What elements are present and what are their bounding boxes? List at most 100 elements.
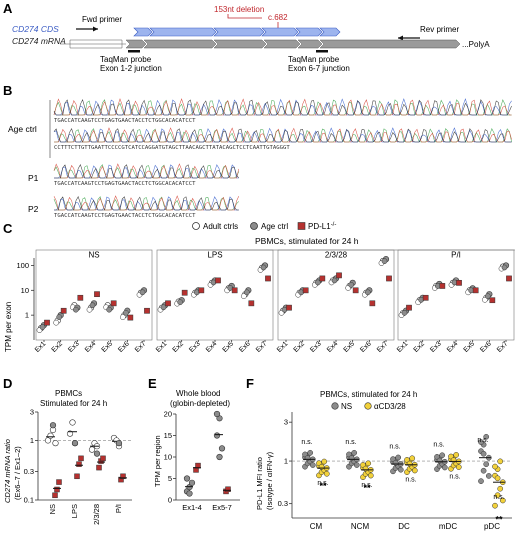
p1-label: P1	[28, 173, 39, 183]
panel-d-xtick-label: P/I	[114, 504, 123, 513]
panel-c-point	[94, 291, 100, 298]
panel-d-point-age	[71, 440, 79, 447]
panel-c-point	[181, 289, 188, 296]
panel-c: C Adult ctrls Age ctrl PD-L1-/- PBMCs, s…	[3, 221, 515, 354]
panel-f-point	[497, 485, 504, 492]
panel-d-point-pd	[56, 479, 62, 485]
panel-c-point	[86, 306, 93, 313]
panel-f-point	[348, 455, 355, 461]
panel-c-point	[364, 289, 371, 296]
panel-f-point	[309, 462, 316, 468]
seq-p1: TGACCATCAAGTCCTGAGTGAACTACCTCTGGCACACATC…	[54, 181, 196, 187]
probe-1	[128, 50, 140, 53]
mrna-label: CD274 mRNA	[12, 36, 66, 46]
cds-seg-6	[319, 27, 341, 37]
panel-d-point-pd	[52, 492, 58, 499]
rev-primer-arrowhead	[398, 35, 403, 41]
panel-c-facet-frame	[397, 249, 515, 341]
legend-pd-sup: -/-	[331, 222, 337, 228]
panel-f-point	[483, 461, 490, 468]
panel-c-xtick-label: Ex5	[343, 340, 357, 354]
fwd-primer-arrowhead	[93, 26, 98, 32]
panel-f-xtick-label: NCM	[351, 522, 370, 531]
panel-c-point	[160, 304, 167, 311]
panel-c-title: PBMCs, stimulated for 24 h	[255, 236, 359, 246]
panel-c-point	[286, 304, 292, 311]
age-ctrl-row2-trace-3	[53, 128, 512, 143]
panel-f-ns-label: n.s.	[477, 437, 488, 444]
rev-primer-label: Rev primer	[420, 25, 459, 34]
panel-c-ytick-label: 1	[25, 311, 29, 320]
panel-c-point	[119, 314, 126, 321]
panel-e-point-adult	[186, 490, 193, 497]
panel-c-point	[243, 289, 250, 296]
panel-c-xtick-label: Ex1	[155, 340, 169, 354]
panel-c-xtick-label: Ex7	[255, 340, 269, 354]
polya-label: ...PolyA	[462, 40, 490, 49]
panel-e-ytick-label: 15	[164, 431, 172, 440]
panel-f-xtick-label: pDC	[484, 522, 500, 531]
panel-f-point	[439, 452, 446, 459]
p2-trace-3	[54, 196, 239, 211]
panel-d-ytick-label: 0.3	[24, 467, 34, 476]
panel-f-point	[406, 460, 413, 467]
panel-d-point-age	[49, 422, 57, 429]
age-ctrl-row1-trace-3	[53, 99, 512, 116]
seq-age-1: TGACCATCAAGTCCTGAGTGAACTACCTCTGGCACACATC…	[54, 118, 196, 124]
panel-c-xtick-label: Ex6	[359, 340, 373, 354]
panel-f-letter: F	[246, 376, 254, 391]
panel-d-plot: 3 1 0.3 0.1 NS LPS 2/3/28 P/I	[24, 408, 132, 525]
panel-f-ylabel1: PD-L1 MFI ratio	[255, 457, 264, 510]
panel-f-xtick-label: DC	[398, 522, 410, 531]
panel-c-point	[139, 289, 146, 296]
panel-d-point-adult	[47, 432, 54, 439]
legend-adult: Adult ctrls	[203, 222, 238, 231]
cds-seg-2	[149, 27, 217, 37]
mrna-exon-2	[143, 39, 217, 49]
panel-c-point	[265, 275, 271, 282]
panel-c-point	[348, 281, 355, 288]
panel-f-ns-label: n.s.	[301, 439, 312, 446]
panel-c-xtick-label: Ex3	[67, 340, 81, 354]
panel-c-point	[60, 307, 67, 314]
panel-f-point	[497, 458, 504, 465]
panel-c-point	[501, 264, 508, 271]
legend-pd-marker	[297, 222, 306, 230]
panel-c-facet-title: LPS	[207, 251, 222, 260]
age-ctrl-row1-trace-1	[53, 98, 512, 116]
panel-f-significance: **	[363, 483, 371, 493]
panel-f-point	[304, 455, 311, 461]
panel-f-point	[492, 502, 498, 509]
panel-c-point	[352, 287, 359, 294]
panel-d-point-adult	[88, 446, 96, 453]
panel-d-title2: Stimulated for 24 h	[40, 399, 107, 408]
panel-e-point-adult	[188, 479, 196, 486]
panel-c-point	[506, 275, 512, 282]
panel-c-point	[456, 279, 462, 286]
panel-c-point	[336, 272, 342, 279]
panel-c-point	[331, 277, 338, 284]
panel-f-point	[395, 454, 402, 461]
panel-e-point-adult	[218, 445, 226, 452]
probe1-line1: TaqMan probe	[100, 55, 152, 64]
panel-c-point	[198, 287, 205, 294]
panel-e-plot: 20 15 10 5 0 Ex1-4 Ex5-7	[164, 410, 240, 512]
panel-d-xtick-label: 2/3/28	[92, 504, 101, 525]
panel-f-title: PBMCs, stimulated for 24 h	[320, 390, 417, 399]
panel-f-ns-label: n.s.	[389, 443, 400, 450]
panel-c-xtick-label: Ex2	[51, 340, 65, 354]
panel-c-xtick-label: Ex4	[446, 340, 460, 354]
panel-d-point-age	[93, 450, 101, 457]
p1-trace-3	[54, 164, 240, 179]
panel-c-xtick-label: Ex4	[205, 340, 219, 354]
panel-d-point-adult	[52, 440, 59, 447]
panel-f-significance: **	[495, 515, 503, 525]
mrna-exon-1	[125, 39, 147, 49]
cds-seg-5	[295, 27, 323, 37]
mrna-leader	[69, 39, 123, 49]
age-ctrl-row1-trace-2	[53, 98, 512, 116]
panel-d-point-adult	[69, 419, 76, 426]
panel-c-xtick-label: Ex4	[84, 340, 98, 354]
deletion-bracket	[227, 14, 262, 19]
